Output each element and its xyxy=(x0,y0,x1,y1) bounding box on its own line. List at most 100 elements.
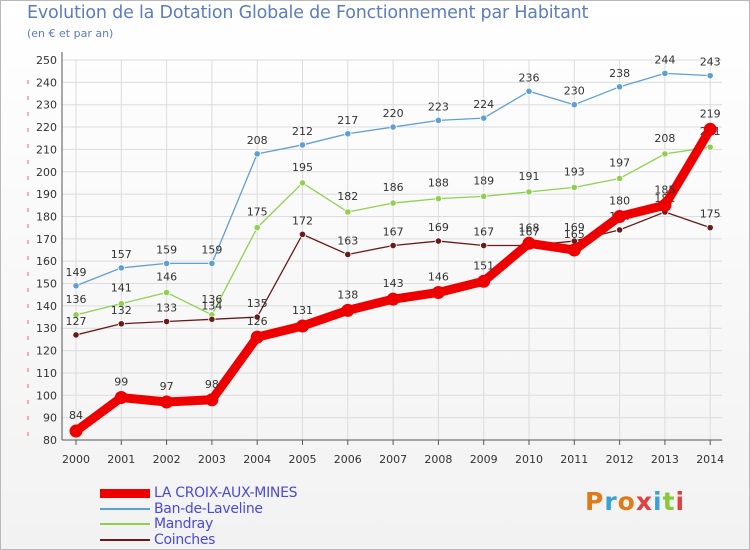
data-label: 141 xyxy=(111,282,132,295)
data-point xyxy=(117,320,125,328)
y-tick-label: 90 xyxy=(43,412,57,425)
logo-letter: i xyxy=(675,487,686,516)
x-tick-label: 2003 xyxy=(198,453,226,466)
data-label: 197 xyxy=(609,156,630,169)
data-point xyxy=(205,393,219,407)
data-point xyxy=(615,83,624,91)
data-label: 219 xyxy=(700,107,721,120)
y-tick-label: 140 xyxy=(36,300,57,313)
data-point xyxy=(298,141,307,149)
data-point xyxy=(658,198,672,212)
data-point xyxy=(114,391,128,405)
data-label: 132 xyxy=(111,304,132,317)
data-label: 168 xyxy=(519,221,540,234)
data-point xyxy=(434,116,442,124)
x-tick-label: 2011 xyxy=(560,453,588,466)
x-tick-label: 2002 xyxy=(153,453,181,466)
data-label: 143 xyxy=(383,277,404,290)
data-label: 224 xyxy=(473,98,494,111)
data-point xyxy=(480,114,488,122)
y-tick-label: 160 xyxy=(36,255,57,268)
x-tick-label: 2004 xyxy=(243,453,271,466)
line-chart: 80 90 100 110 120 130 140 150 160 170 180 190 200 210… xyxy=(27,52,724,466)
data-point xyxy=(69,424,83,438)
data-label: 169 xyxy=(428,221,449,234)
data-point xyxy=(160,395,174,409)
data-point xyxy=(341,303,355,317)
data-label: 151 xyxy=(473,259,494,272)
data-label: 133 xyxy=(156,302,177,315)
chart-title: Evolution de la Dotation Globale de Fonc… xyxy=(27,3,589,23)
data-label: 99 xyxy=(114,376,128,389)
y-tick-label: 250 xyxy=(36,54,57,67)
logo-letter: o xyxy=(617,487,636,516)
data-point xyxy=(431,285,445,299)
legend-label: Mandray xyxy=(154,516,213,532)
data-point xyxy=(389,199,397,207)
y-tick-label: 240 xyxy=(36,76,57,89)
data-label: 131 xyxy=(292,304,313,317)
data-point xyxy=(344,130,352,138)
data-label: 159 xyxy=(156,243,177,256)
x-tick-label: 2005 xyxy=(289,453,317,466)
x-tick-label: 2008 xyxy=(424,453,452,466)
y-tick-label: 210 xyxy=(36,143,57,156)
data-label: 189 xyxy=(473,174,494,187)
x-tick-label: 2007 xyxy=(379,453,407,466)
data-label: 208 xyxy=(654,132,675,145)
data-label: 146 xyxy=(428,270,449,283)
data-point xyxy=(480,192,488,200)
data-label: 238 xyxy=(609,67,630,80)
data-label: 163 xyxy=(337,234,358,247)
data-point xyxy=(615,226,624,234)
data-label: 193 xyxy=(564,165,585,178)
legend-swatch xyxy=(100,523,150,525)
data-label: 172 xyxy=(292,214,313,227)
data-label: 244 xyxy=(654,53,675,66)
data-point xyxy=(615,174,624,183)
y-tick-label: 230 xyxy=(36,99,57,112)
data-label: 165 xyxy=(564,228,585,241)
data-point xyxy=(570,101,578,109)
data-label: 236 xyxy=(519,71,540,84)
y-tick-label: 110 xyxy=(36,367,57,380)
data-label: 135 xyxy=(247,297,268,310)
proxiti-logo: Proxiti xyxy=(585,487,685,516)
data-point xyxy=(567,243,581,257)
y-tick-label: 170 xyxy=(36,233,57,246)
data-point xyxy=(117,264,125,272)
data-point xyxy=(389,123,397,131)
data-label: 217 xyxy=(337,114,358,127)
data-label: 212 xyxy=(292,125,313,138)
data-label: 138 xyxy=(337,288,358,301)
legend-swatch xyxy=(100,508,150,510)
data-label: 167 xyxy=(383,226,404,239)
legend-label: LA CROIX-AUX-MINES xyxy=(154,485,298,501)
y-tick-label: 180 xyxy=(36,210,57,223)
data-point xyxy=(208,315,216,323)
data-point xyxy=(522,236,536,250)
legend-swatch xyxy=(100,539,150,541)
data-label: 223 xyxy=(428,100,449,113)
data-point xyxy=(344,250,352,259)
data-label: 195 xyxy=(292,161,313,174)
logo-letter: x xyxy=(635,487,653,516)
data-label: 97 xyxy=(160,380,174,393)
legend-label: Ban-de-Laveline xyxy=(154,501,263,517)
data-label: 180 xyxy=(609,194,630,207)
data-label: 84 xyxy=(69,409,83,422)
data-point xyxy=(661,150,669,158)
x-tick-label: 2012 xyxy=(606,453,634,466)
data-point xyxy=(250,330,264,344)
legend-label: Coinches xyxy=(154,532,216,548)
data-point xyxy=(163,317,171,326)
y-tick-label: 100 xyxy=(36,389,57,402)
x-tick-label: 2000 xyxy=(62,453,90,466)
y-tick-label: 130 xyxy=(36,322,57,335)
chart-subtitle: (en € et par an) xyxy=(27,27,114,40)
data-label: 136 xyxy=(201,293,222,306)
data-point xyxy=(253,313,261,321)
x-tick-label: 2014 xyxy=(696,453,724,466)
x-tick-label: 2006 xyxy=(334,453,362,466)
